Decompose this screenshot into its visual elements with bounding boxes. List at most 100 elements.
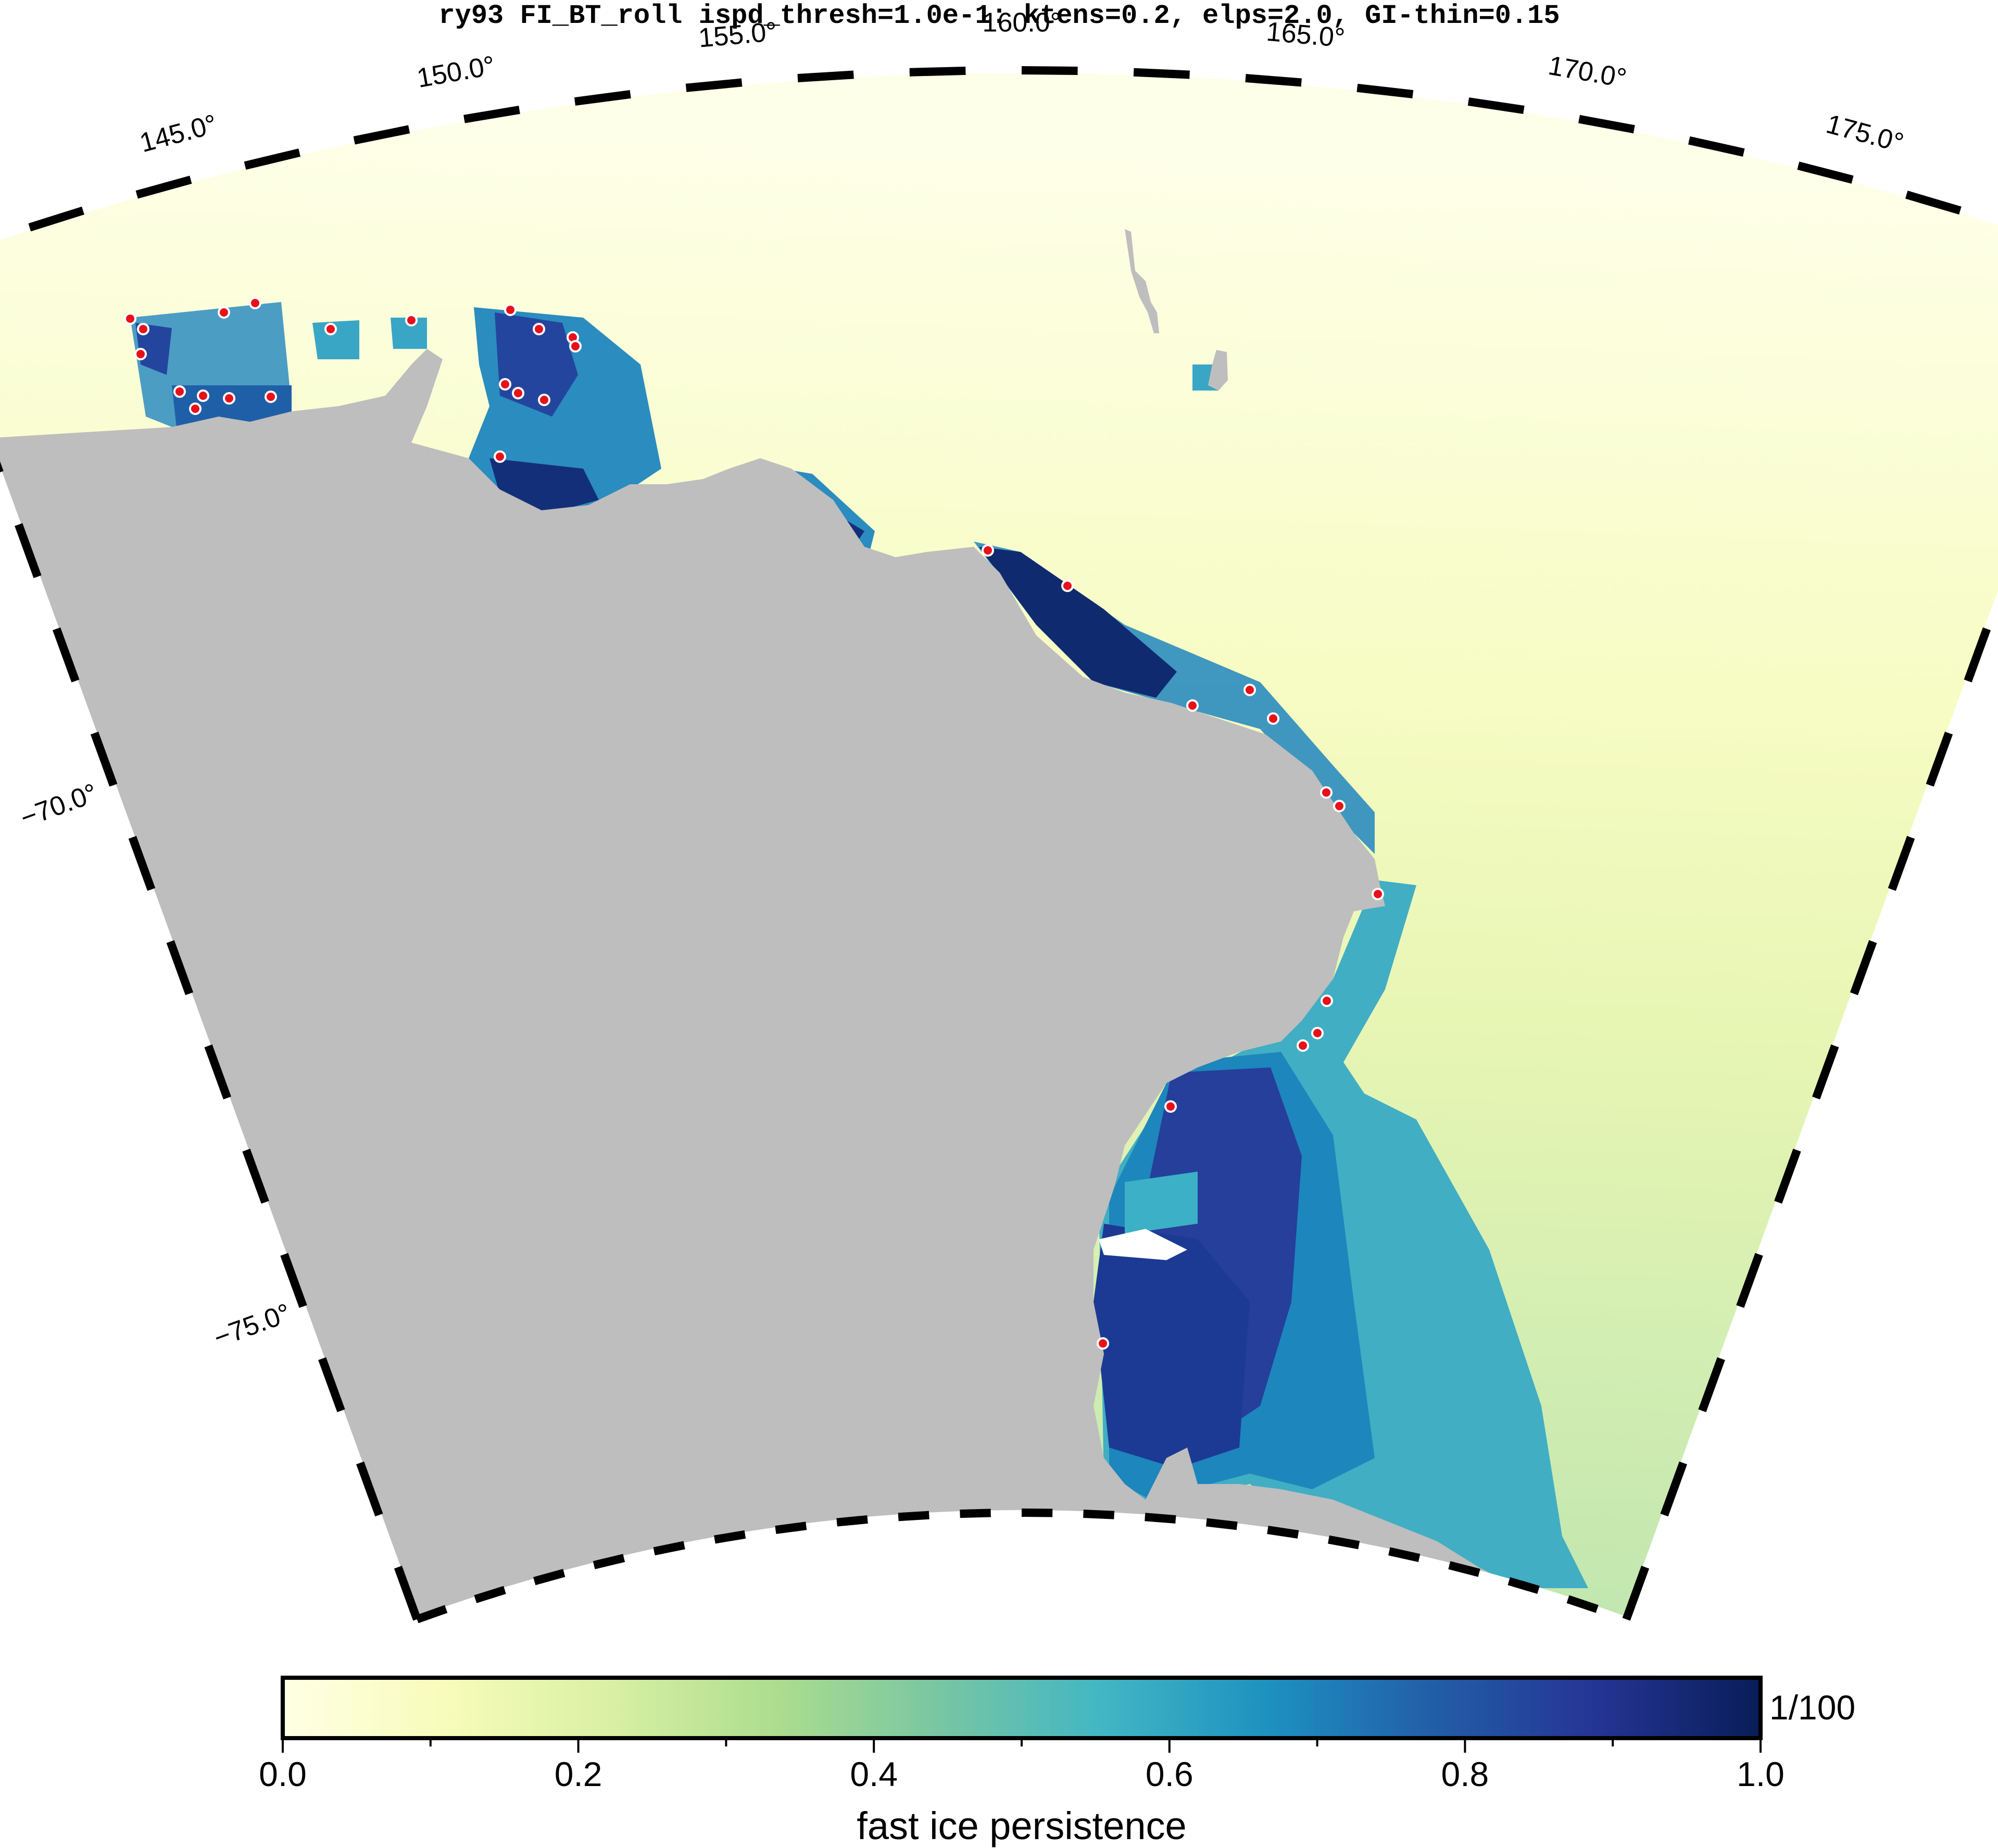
border-segment	[111, 784, 135, 838]
border-segment	[1850, 940, 1877, 996]
border-segment	[1905, 191, 1962, 215]
border-segment	[73, 680, 97, 734]
drygalski-ice-tongue	[1099, 1229, 1187, 1260]
grounded-iceberg-marker	[1297, 1039, 1309, 1052]
border-segment	[853, 69, 910, 78]
fast-ice-region-drygalski	[1125, 1172, 1198, 1234]
border-segment	[1870, 888, 1894, 942]
map-title: ry93 FI_BT_roll ispd_thresh=1.0e-1: kten…	[438, 1, 1560, 31]
map-frame	[0, 70, 1998, 1619]
border-segment	[745, 1527, 776, 1537]
lon-tick-label: 150.0°	[414, 51, 497, 94]
grounded-iceberg-marker	[137, 323, 149, 335]
border-segment	[1523, 107, 1580, 122]
border-segment	[1301, 80, 1358, 91]
grounded-iceberg-marker	[265, 391, 277, 403]
border-segment	[416, 1605, 448, 1624]
lon-tick-label: 155.0°	[697, 17, 778, 54]
grounded-iceberg-marker	[134, 348, 147, 360]
border-segment	[519, 99, 575, 112]
border-segment	[593, 1554, 625, 1569]
border-segment	[149, 888, 173, 942]
border-segment	[653, 1541, 685, 1556]
grounded-iceberg-marker	[512, 387, 524, 399]
border-segment	[1478, 1570, 1510, 1584]
colorbar-tick-label: 0.4	[850, 1755, 898, 1793]
lon-tick-label: 165.0°	[1265, 17, 1346, 54]
grounded-iceberg-marker	[1164, 1100, 1177, 1113]
grounded-iceberg-marker	[1321, 995, 1333, 1007]
border-segment	[1448, 1561, 1480, 1577]
balleny-islands	[1125, 229, 1159, 333]
border-segment	[1175, 1516, 1207, 1525]
border-segment	[242, 1148, 269, 1204]
border-segment	[356, 1461, 383, 1517]
border-segment	[376, 1514, 401, 1568]
colorbar-label: fast ice persistence	[857, 1804, 1186, 1847]
border-segment	[563, 1563, 595, 1576]
border-segment	[965, 68, 1022, 73]
border-segment	[1680, 1410, 1705, 1464]
border-segment	[1852, 177, 1907, 197]
fast-ice-region-oates-core	[979, 547, 1177, 698]
border-segment	[1743, 150, 1799, 168]
border-segment	[1698, 1357, 1725, 1413]
border-segment	[262, 1201, 287, 1255]
border-segment	[533, 1568, 566, 1586]
colorbar-tick-label: 0.0	[259, 1755, 307, 1793]
colorbar-ticks: 0.0 0.2 0.4 0.6 0.8 1.0	[259, 1738, 1785, 1793]
border-segment	[1959, 208, 1998, 225]
border-segment	[1507, 1577, 1540, 1594]
grounded-iceberg-marker	[504, 304, 517, 316]
border-segment	[1660, 1461, 1687, 1517]
border-segment	[1267, 1526, 1299, 1539]
border-segment	[1245, 74, 1302, 87]
grounded-iceberg-marker	[223, 392, 235, 405]
border-segment	[1145, 1513, 1176, 1524]
border-segment	[1328, 1535, 1360, 1550]
border-segment	[15, 523, 42, 579]
border-segment	[280, 1253, 307, 1308]
border-segment	[299, 137, 355, 155]
colorbar-tick-label: 1.0	[1737, 1755, 1785, 1793]
border-segment	[1114, 1512, 1146, 1520]
border-segment	[742, 76, 798, 85]
border-segment	[35, 575, 59, 630]
grounded-iceberg-marker	[533, 323, 545, 335]
colorbar-tick-label: 0.6	[1146, 1755, 1193, 1793]
colorbar-unit: 1/100	[1769, 1688, 1855, 1727]
border-segment	[1622, 1565, 1650, 1621]
border-segment	[1189, 72, 1246, 81]
grounded-iceberg-marker	[1267, 712, 1279, 725]
lon-tick-label: 160.0°	[983, 7, 1061, 37]
grounded-iceberg-marker	[1097, 1337, 1109, 1350]
grounded-iceberg-marker	[124, 312, 136, 325]
border-segment	[1388, 1547, 1421, 1562]
border-segment	[806, 1519, 837, 1529]
grounded-iceberg-marker	[189, 403, 202, 415]
lon-tick-label: 175.0°	[1823, 109, 1907, 158]
border-segment	[714, 1530, 746, 1544]
fast-ice-persistence-field	[130, 302, 1588, 1588]
grounded-iceberg-marker	[494, 450, 506, 463]
grounded-iceberg-marker	[1311, 1027, 1324, 1039]
border-segment	[1467, 97, 1525, 114]
border-segment	[244, 148, 301, 170]
border-segment	[1205, 1518, 1238, 1530]
border-segment	[1538, 1587, 1569, 1602]
border-segment	[1566, 1595, 1599, 1613]
border-segment	[1794, 1097, 1819, 1151]
lat-tick-label: −75.0°	[210, 1298, 295, 1353]
grounded-iceberg-marker	[1372, 888, 1384, 900]
border-segment	[1964, 627, 1991, 683]
border-segment	[1356, 83, 1414, 98]
border-segment	[630, 85, 687, 97]
border-segment	[0, 471, 21, 526]
fast-ice-region-west-core	[135, 323, 172, 375]
border-segment	[28, 206, 84, 232]
grounded-iceberg-marker	[249, 297, 261, 309]
border-segment	[836, 1515, 868, 1527]
colorbar: 0.0 0.2 0.4 0.6 0.8 1.0 1/100 fast ice persis…	[259, 1676, 1855, 1847]
border-segment	[1688, 136, 1745, 157]
border-segment	[445, 1596, 476, 1612]
